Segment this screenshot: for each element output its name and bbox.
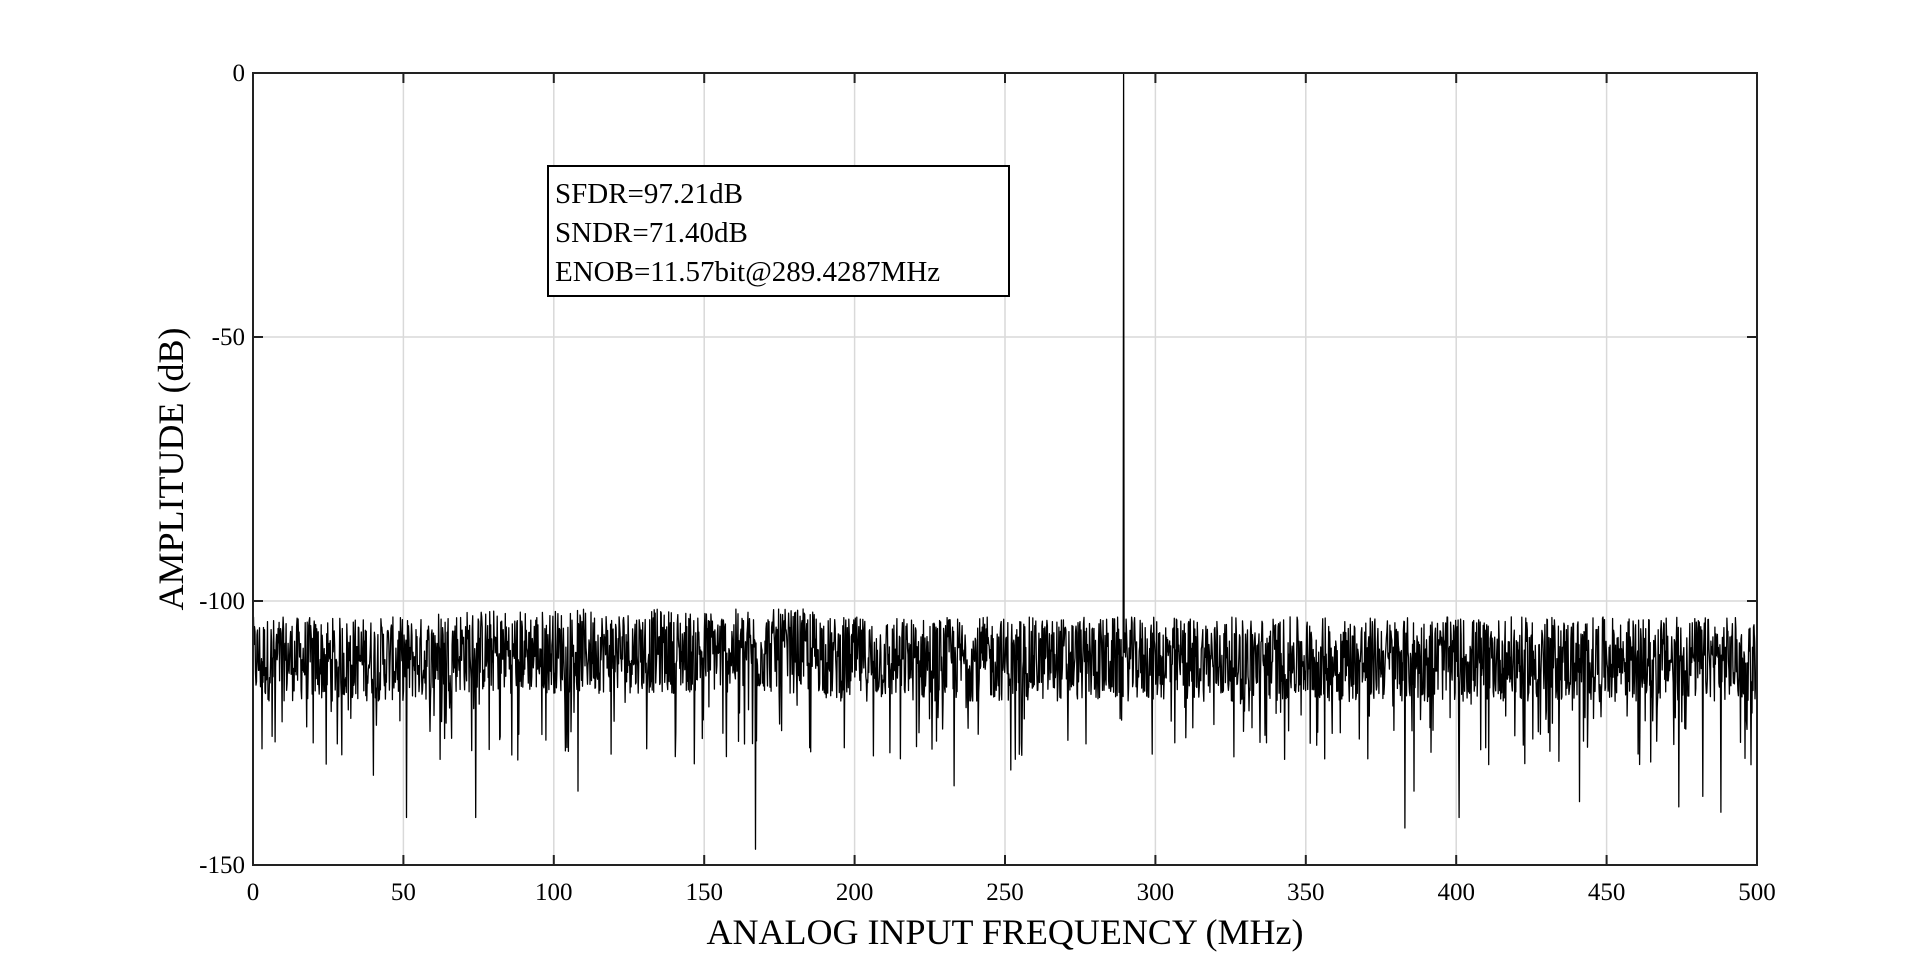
x-tick-label: 150 [685, 879, 723, 906]
x-tick-label: 350 [1287, 879, 1325, 906]
ticks-layer: 0 50 100 150 200 250 300 350 400 450 500 0 -50 -100 -1… [199, 60, 1776, 906]
annotation-enob: ENOB=11.57bit@289.4287MHz [555, 256, 940, 288]
x-tick-label: 200 [836, 879, 874, 906]
x-axis-label: ANALOG INPUT FREQUENCY (MHz) [707, 912, 1304, 952]
annotation-sndr: SNDR=71.40dB [555, 217, 748, 249]
spectrum-series-line [252, 72, 1758, 850]
x-tick-label: 0 [247, 879, 260, 906]
y-tick-label: -150 [199, 852, 245, 879]
y-tick-label: -50 [212, 324, 245, 351]
x-tick-label: 300 [1137, 879, 1175, 906]
x-tick-label: 250 [986, 879, 1024, 906]
y-tick-label: -100 [199, 588, 245, 615]
x-tick-label: 500 [1738, 879, 1776, 906]
x-tick-label: 400 [1437, 879, 1475, 906]
annotation-box: SFDR=97.21dB SNDR=71.40dB ENOB=11.57bit@… [547, 165, 1010, 297]
annotation-sfdr: SFDR=97.21dB [555, 178, 743, 210]
series-layer [252, 72, 1758, 850]
x-tick-label: 450 [1588, 879, 1626, 906]
labels-layer: ANALOG INPUT FREQUENCY (MHz) AMPLITUDE (… [151, 328, 1303, 952]
y-tick-label: 0 [233, 60, 246, 87]
x-tick-label: 100 [535, 879, 573, 906]
annotation-frame [547, 165, 1010, 297]
x-tick-label: 50 [391, 879, 416, 906]
y-axis-label: AMPLITUDE (dB) [151, 328, 191, 611]
